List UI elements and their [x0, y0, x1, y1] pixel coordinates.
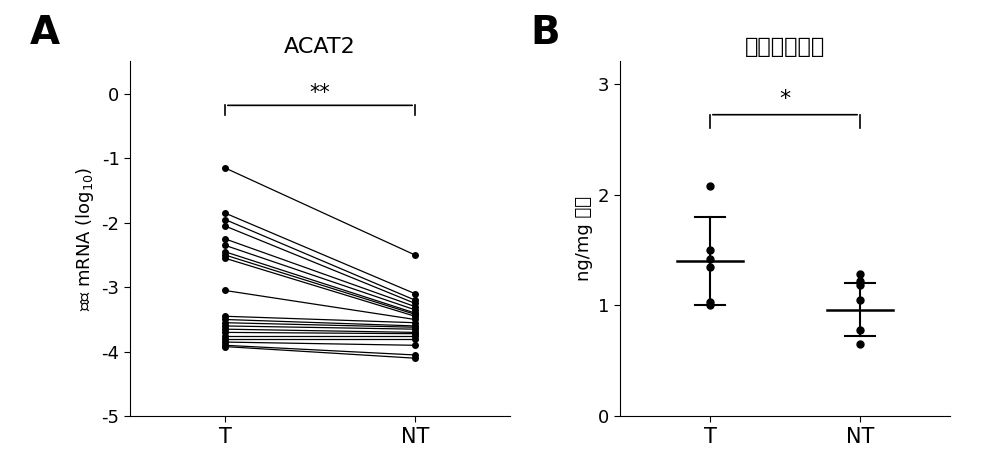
Title: 胆固醇代谢物: 胆固醇代谢物: [745, 37, 825, 57]
Title: ACAT2: ACAT2: [284, 37, 356, 57]
Text: *: *: [779, 89, 791, 109]
Text: B: B: [530, 14, 560, 52]
Y-axis label: 相对 mRNA (log$_{10}$): 相对 mRNA (log$_{10}$): [74, 166, 96, 311]
Text: A: A: [30, 14, 60, 52]
Text: **: **: [310, 83, 330, 103]
Y-axis label: ng/mg 组织: ng/mg 组织: [575, 196, 593, 281]
